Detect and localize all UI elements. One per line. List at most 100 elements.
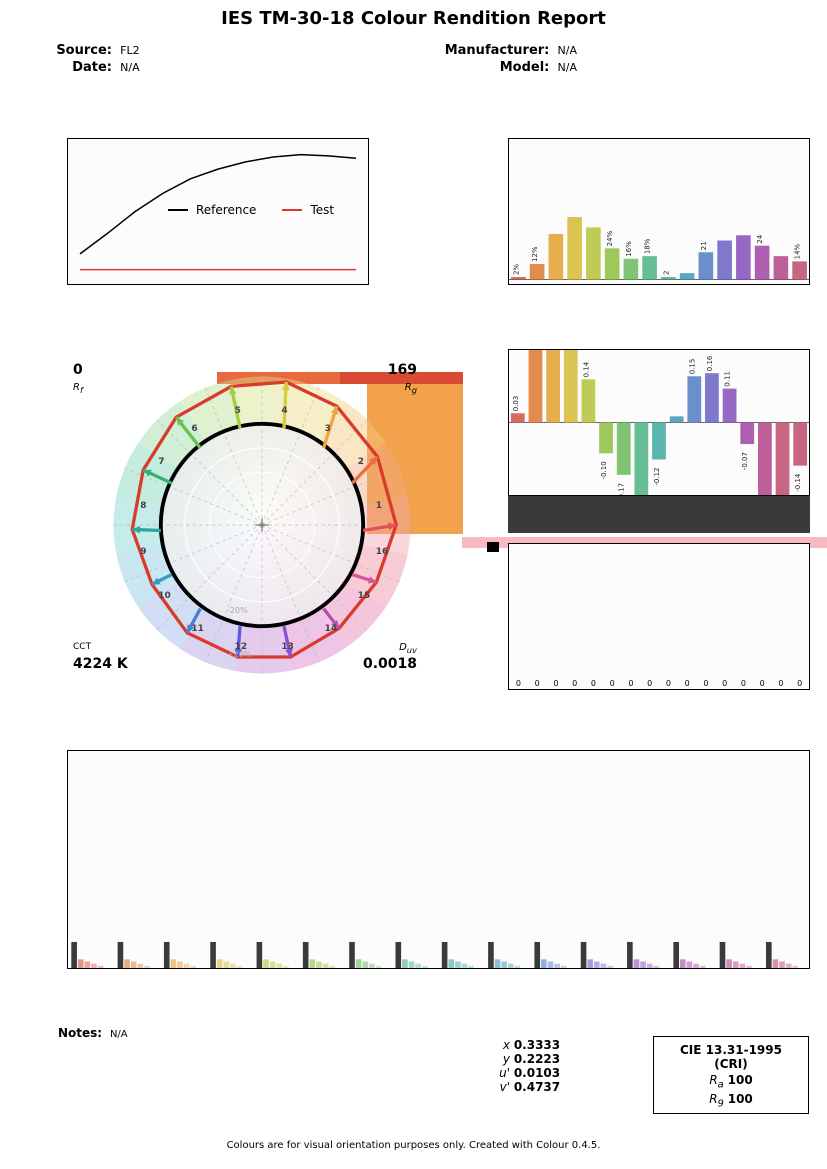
fidelity-panel: 0000000000000000: [508, 543, 810, 690]
legend-ref-label: Reference: [196, 203, 256, 217]
cvg-bin-5: 5: [235, 406, 241, 416]
cvg-bin-8: 8: [140, 501, 146, 511]
chromaticity-block: x 0.3333 y 0.2223 u' 0.0103 v' 0.4737: [490, 1038, 560, 1094]
svg-text:0.15: 0.15: [688, 359, 696, 375]
svg-text:0: 0: [666, 679, 671, 688]
svg-text:0: 0: [628, 679, 633, 688]
meta-row-1: Source: FL2 Manufacturer: N/A: [0, 43, 827, 58]
cvg-bin-11: 11: [191, 624, 204, 634]
big-svg: [68, 751, 809, 968]
hue-dark-stripe: [508, 496, 810, 533]
chrom-x-var: x: [490, 1038, 510, 1052]
svg-text:0: 0: [703, 679, 708, 688]
svg-text:-0.14: -0.14: [794, 473, 802, 492]
chrom-x-val: 0.3333: [514, 1038, 560, 1052]
cvg-bin-6: 6: [191, 424, 197, 434]
cvg-bin-4: 4: [281, 406, 287, 416]
big-panel: [67, 750, 810, 969]
cri-ra-val: 100: [728, 1073, 753, 1087]
svg-text:0: 0: [760, 679, 765, 688]
duv-value: 0.0018: [363, 656, 417, 672]
model-label: Model:: [429, 60, 549, 75]
svg-text:0: 0: [797, 679, 802, 688]
fidelity-tick: [487, 542, 499, 552]
cvg-bin-16: 16: [376, 547, 389, 557]
svg-text:14%: 14%: [794, 243, 802, 259]
chrom-up-var: u': [490, 1066, 510, 1080]
cvg-bin-13: 13: [281, 642, 294, 652]
svg-text:0: 0: [722, 679, 727, 688]
chrom-y-var: y: [490, 1052, 510, 1066]
rg-sub: Rg: [405, 382, 417, 395]
cri-r9-val: 100: [728, 1092, 753, 1106]
report-title: IES TM-30-18 Colour Rendition Report: [0, 0, 827, 29]
cvg-bin-3: 3: [325, 424, 331, 434]
svg-text:0: 0: [591, 679, 596, 688]
notes-label: Notes:: [58, 1026, 102, 1040]
cri-sub: (CRI): [654, 1057, 808, 1071]
svg-text:2%: 2%: [512, 264, 520, 275]
svg-text:-0.10: -0.10: [600, 461, 608, 479]
footer-text: Colours are for visual orientation purpo…: [0, 1140, 827, 1151]
svg-text:12%: 12%: [531, 246, 539, 262]
cri-ra-label: R: [709, 1073, 717, 1087]
date-val: N/A: [120, 61, 139, 74]
svg-text:0: 0: [610, 679, 615, 688]
svg-text:0: 0: [778, 679, 783, 688]
date-label: Date:: [54, 60, 112, 75]
svg-text:0.16: 0.16: [706, 355, 714, 371]
svg-text:0: 0: [553, 679, 558, 688]
chroma-panel: 2%12%24%16%18%2212414%: [508, 138, 810, 285]
svg-text:21: 21: [700, 241, 708, 250]
chrom-y-val: 0.2223: [514, 1052, 560, 1066]
svg-text:18%: 18%: [644, 238, 652, 254]
spd-legend: Reference Test: [168, 203, 334, 217]
rg-value: 169: [388, 362, 417, 378]
cri-r9-label: R: [709, 1092, 717, 1106]
svg-text:24%: 24%: [606, 230, 614, 246]
cvg-bin-15: 15: [358, 591, 371, 601]
legend-test-swatch: [282, 209, 302, 211]
notes-row: Notes: N/A: [58, 1026, 128, 1040]
svg-text:0: 0: [516, 679, 521, 688]
rf-sub: Rf: [73, 382, 83, 395]
notes-val: N/A: [110, 1029, 128, 1040]
cri-r9-sub: 9: [718, 1099, 724, 1110]
legend-test-label: Test: [310, 203, 334, 217]
cvg-bin-12: 12: [235, 642, 248, 652]
cvg-svg: [67, 360, 457, 690]
ring-label-1: -20%: [227, 606, 248, 615]
manufacturer-val: N/A: [558, 44, 577, 57]
chrom-vp-val: 0.4737: [514, 1080, 560, 1094]
hueshift-panel: 0.030.2700.30.14-0.10-0.17-0.32-0.120.15…: [508, 349, 810, 496]
source-val: FL2: [120, 44, 139, 57]
cvg-bin-7: 7: [158, 457, 164, 467]
svg-text:0.11: 0.11: [724, 371, 732, 387]
model-val: N/A: [558, 61, 577, 74]
cct-value: 4224 K: [73, 656, 128, 672]
svg-text:0: 0: [685, 679, 690, 688]
cvg-area: 0 Rf 169 Rg CCT 4224 K Duv 0.0018 -20% +…: [67, 360, 457, 690]
svg-text:0: 0: [647, 679, 652, 688]
svg-text:0.03: 0.03: [512, 396, 520, 412]
meta-row-2: Date: N/A Model: N/A: [0, 60, 827, 75]
svg-text:2: 2: [662, 271, 670, 275]
cri-ra-sub: a: [718, 1079, 724, 1090]
cvg-bin-9: 9: [140, 547, 146, 557]
cvg-bin-10: 10: [158, 591, 171, 601]
cvg-bin-2: 2: [358, 457, 364, 467]
cvg-bin-1: 1: [376, 501, 382, 511]
fidelity-svg: 0000000000000000: [509, 544, 809, 689]
svg-text:24: 24: [756, 234, 764, 243]
svg-text:-0.17: -0.17: [618, 483, 626, 495]
chrom-up-val: 0.0103: [514, 1066, 560, 1080]
svg-text:0: 0: [741, 679, 746, 688]
cri-box: CIE 13.31-1995 (CRI) Ra 100 R9 100: [653, 1036, 809, 1114]
svg-text:0: 0: [572, 679, 577, 688]
svg-text:-0.07: -0.07: [741, 452, 749, 470]
chrom-vp-var: v': [490, 1080, 510, 1094]
svg-text:0.14: 0.14: [582, 361, 590, 377]
chroma-svg: 2%12%24%16%18%2212414%: [509, 139, 809, 284]
cri-header: CIE 13.31-1995: [654, 1043, 808, 1057]
spd-panel: Reference Test: [67, 138, 369, 285]
